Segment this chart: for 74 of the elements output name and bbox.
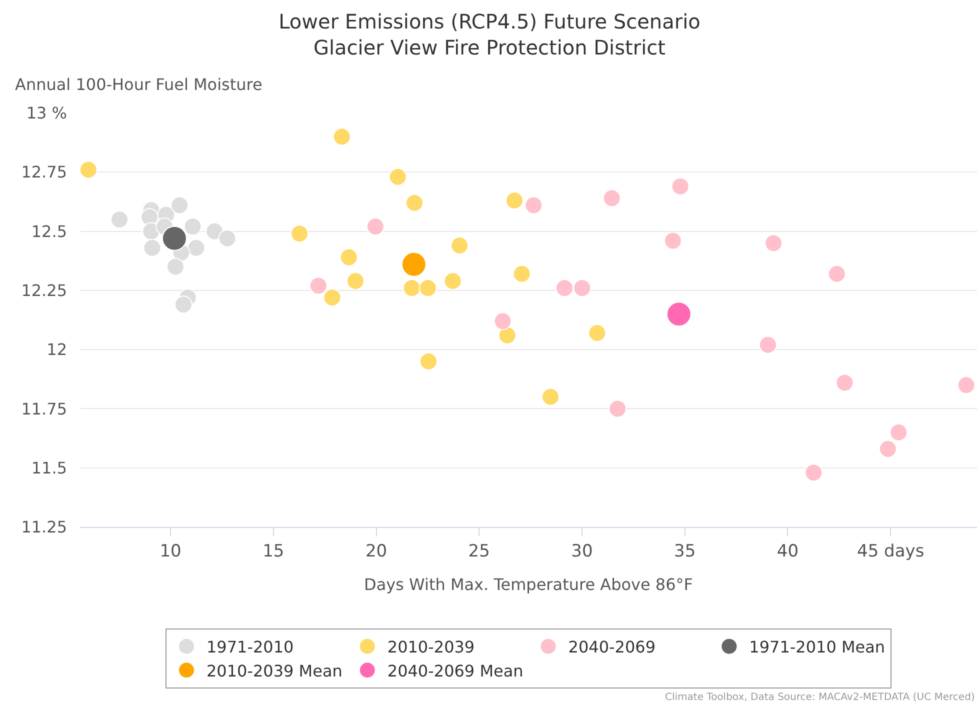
y-axis-title: Annual 100-Hour Fuel Moisture — [15, 75, 262, 94]
x-axis-title: Days With Max. Temperature Above 86°F — [364, 575, 693, 594]
chart-title: Lower Emissions (RCP4.5) Future Scenario Glacier View Fire Protection District — [278, 9, 700, 60]
y-tick-label: 12 — [46, 340, 67, 360]
x-tick-label: 35 — [674, 541, 696, 562]
point — [420, 352, 438, 370]
point — [836, 374, 854, 392]
x-tick-label: 40 — [776, 541, 799, 562]
y-tick-label: 12.5 — [31, 222, 67, 241]
point — [878, 440, 897, 458]
point — [494, 312, 512, 330]
legend-label: 2040-2069 — [568, 638, 656, 657]
point — [80, 160, 98, 179]
point — [340, 248, 358, 266]
point — [401, 252, 426, 277]
y-tick-label: 13 % — [26, 104, 67, 123]
x-tick-label: 30 — [571, 541, 593, 562]
point — [506, 192, 524, 210]
legend-label: 1971-2010 — [206, 638, 294, 657]
legend-label: 2010-2039 — [387, 638, 475, 657]
point — [388, 168, 407, 186]
point — [512, 264, 531, 283]
point — [444, 272, 462, 290]
point — [764, 234, 783, 252]
point — [450, 236, 469, 254]
point — [804, 464, 823, 482]
point — [174, 296, 192, 314]
point — [218, 229, 236, 248]
point — [366, 218, 384, 236]
point — [110, 210, 128, 228]
point — [588, 324, 606, 342]
point — [602, 189, 621, 208]
point — [323, 288, 342, 307]
point — [828, 264, 846, 283]
point — [556, 279, 574, 298]
point — [166, 258, 184, 276]
y-tick-label: 11.25 — [21, 518, 67, 537]
point — [957, 376, 976, 394]
x-tick-label: 45 days — [857, 541, 924, 562]
point — [418, 279, 437, 298]
point — [671, 177, 690, 196]
y-tick-label: 12.25 — [21, 281, 67, 300]
x-tick-label: 25 — [468, 541, 490, 562]
legend-label: 2010-2039 Mean — [206, 661, 342, 680]
legend-label: 1971-2010 Mean — [749, 638, 886, 657]
point — [608, 400, 627, 418]
point — [332, 128, 351, 146]
point — [143, 238, 162, 257]
text: Climate Toolbox, Data Source: MACAv2-METDATA (UC Merced) — [665, 692, 975, 703]
y-tick-label: 11.5 — [31, 458, 67, 478]
point — [542, 388, 560, 406]
point — [162, 226, 187, 251]
point — [184, 218, 202, 236]
x-tick-label: 10 — [160, 541, 182, 562]
point — [890, 423, 908, 442]
point — [170, 196, 189, 214]
point — [290, 224, 309, 243]
y-tick-label: 12.75 — [21, 162, 67, 182]
point — [206, 222, 224, 240]
point — [573, 279, 592, 298]
point — [664, 232, 682, 250]
point — [187, 238, 206, 257]
point — [346, 272, 364, 290]
y-tick-label: 11.75 — [21, 399, 67, 418]
point — [402, 279, 421, 298]
point — [666, 302, 692, 327]
point — [758, 336, 777, 354]
point — [309, 276, 328, 295]
legend-label: 2040-2069 Mean — [387, 661, 524, 680]
point — [498, 326, 516, 344]
point — [524, 196, 543, 214]
x-tick-label: 15 — [262, 541, 284, 562]
point — [406, 194, 424, 212]
x-tick-label: 20 — [365, 541, 388, 562]
